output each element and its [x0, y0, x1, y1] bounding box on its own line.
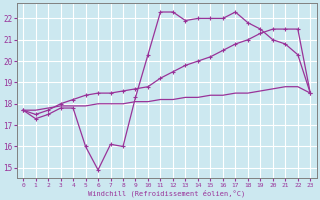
X-axis label: Windchill (Refroidissement éolien,°C): Windchill (Refroidissement éolien,°C)	[88, 189, 245, 197]
